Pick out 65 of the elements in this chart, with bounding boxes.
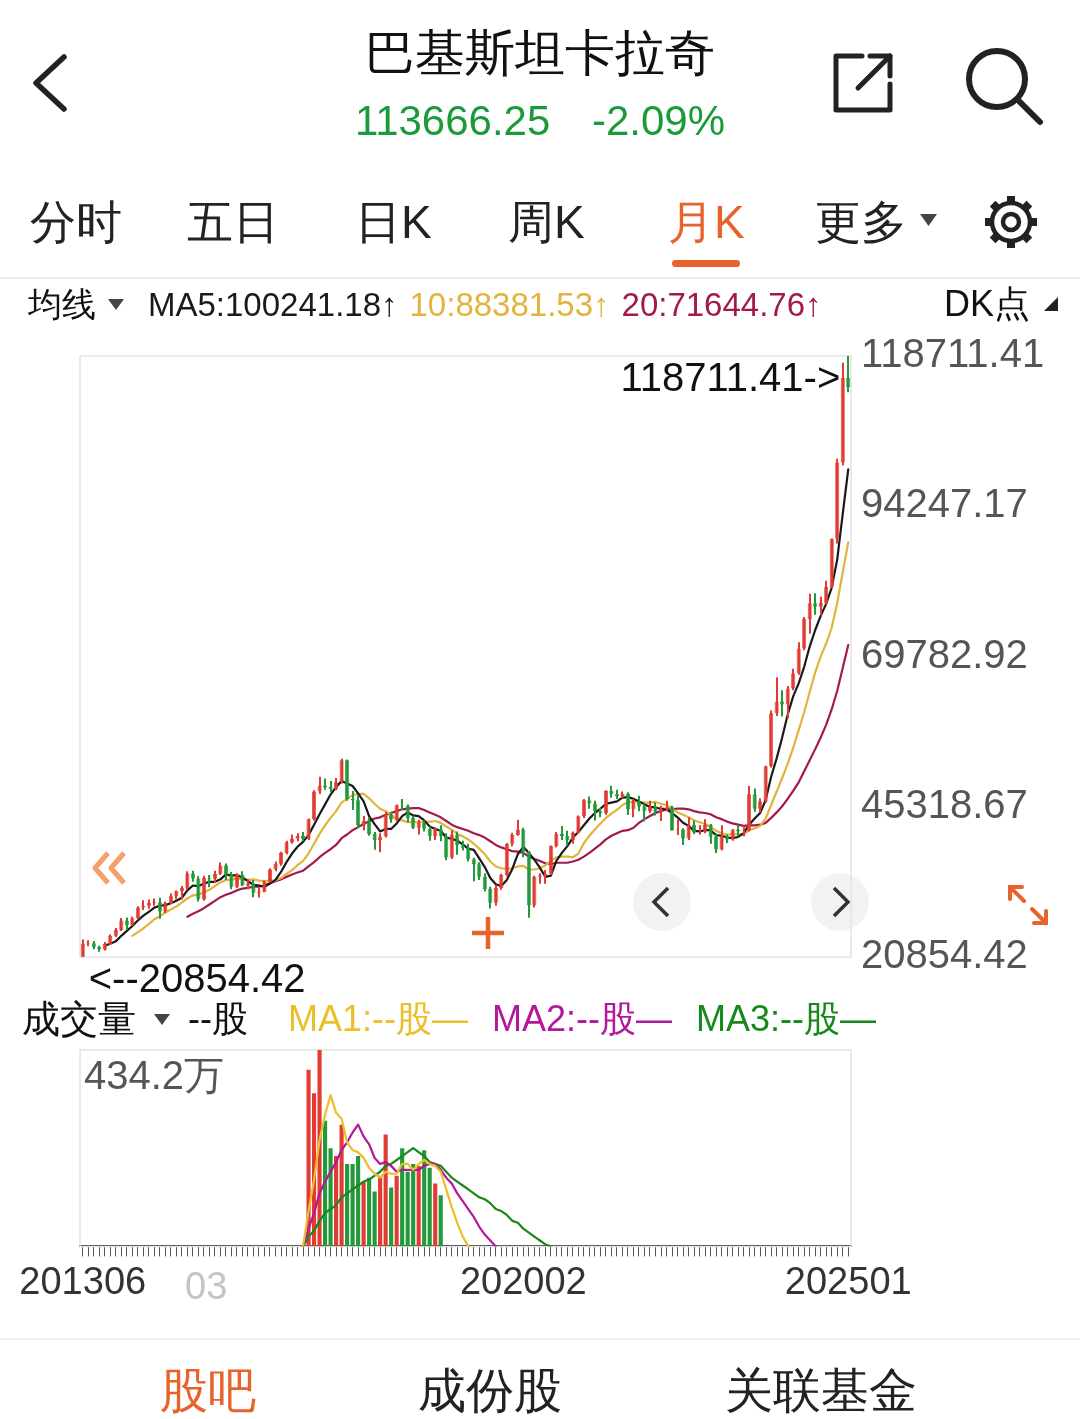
legend-title: 均线	[28, 285, 96, 323]
text: 成份股	[418, 1364, 562, 1417]
x-tick-label: 202002	[459, 1259, 587, 1302]
y-tick-label: 45318.67	[861, 781, 1028, 826]
text: 五日	[187, 195, 279, 250]
text: 日K	[355, 195, 432, 250]
candlestick	[631, 797, 636, 819]
bar	[367, 1177, 372, 1247]
y-tick-label: 94247.17	[861, 481, 1028, 526]
text: MA3:--股—	[695, 998, 876, 1039]
y-tick-label: 20854.42	[861, 932, 1028, 977]
candlestick	[383, 810, 388, 839]
text: 10:88381.53↑	[409, 285, 610, 323]
text: 20:71644.76↑	[621, 285, 822, 323]
y-tick-label: 118711.41	[861, 331, 1045, 376]
annotation: 434.2万	[84, 1052, 225, 1098]
candlestick	[785, 684, 790, 720]
text: MA2:--股—	[491, 998, 672, 1039]
text: MA5:100241.18↑	[148, 285, 398, 323]
legend-title: 成交量	[22, 998, 136, 1040]
text: 分时	[30, 195, 122, 250]
candlestick	[796, 641, 801, 676]
candlestick	[339, 757, 344, 785]
y-tick-label: 69782.92	[861, 631, 1028, 676]
text: 关联基金	[725, 1364, 917, 1417]
annotation: 118711.41->	[620, 355, 841, 400]
bar	[345, 1163, 350, 1247]
text: --股	[188, 998, 248, 1039]
bar	[389, 1187, 394, 1247]
candlestick	[807, 592, 812, 635]
candlestick	[708, 823, 713, 845]
candlestick	[488, 885, 493, 910]
chart-subtitle: 113666.25 -2.09%	[353, 96, 727, 146]
text: 更多	[815, 195, 907, 250]
candlestick	[185, 870, 190, 891]
text: 月K	[668, 195, 745, 250]
candlestick	[245, 878, 251, 891]
bar	[438, 1195, 443, 1247]
series-label: MA1:--股—	[287, 998, 468, 1039]
candlestick	[576, 814, 581, 835]
text: 周K	[508, 195, 585, 250]
text: 股吧	[160, 1364, 256, 1417]
bar	[372, 1191, 377, 1247]
bar	[394, 1175, 399, 1247]
candlestick	[752, 787, 757, 813]
bar	[433, 1183, 438, 1247]
candlestick	[686, 816, 691, 842]
annotation: <--20854.42	[88, 956, 306, 1001]
bar	[361, 1181, 366, 1247]
candlestick	[818, 595, 823, 617]
x-tick-label: 201306	[19, 1259, 147, 1302]
candlestick	[774, 676, 779, 717]
text: 03	[185, 1264, 228, 1309]
text: DK点	[943, 283, 1030, 324]
chart-title: 巴基斯坦卡拉奇	[364, 24, 716, 83]
bar	[416, 1165, 421, 1247]
x-tick-label: 202501	[784, 1259, 912, 1302]
candlestick	[521, 826, 526, 859]
candlestick	[780, 689, 785, 718]
bar	[383, 1134, 388, 1247]
bar	[427, 1167, 432, 1247]
candlestick	[196, 875, 201, 903]
candlestick	[719, 824, 724, 852]
bar	[378, 1175, 383, 1247]
candlestick	[449, 829, 454, 861]
